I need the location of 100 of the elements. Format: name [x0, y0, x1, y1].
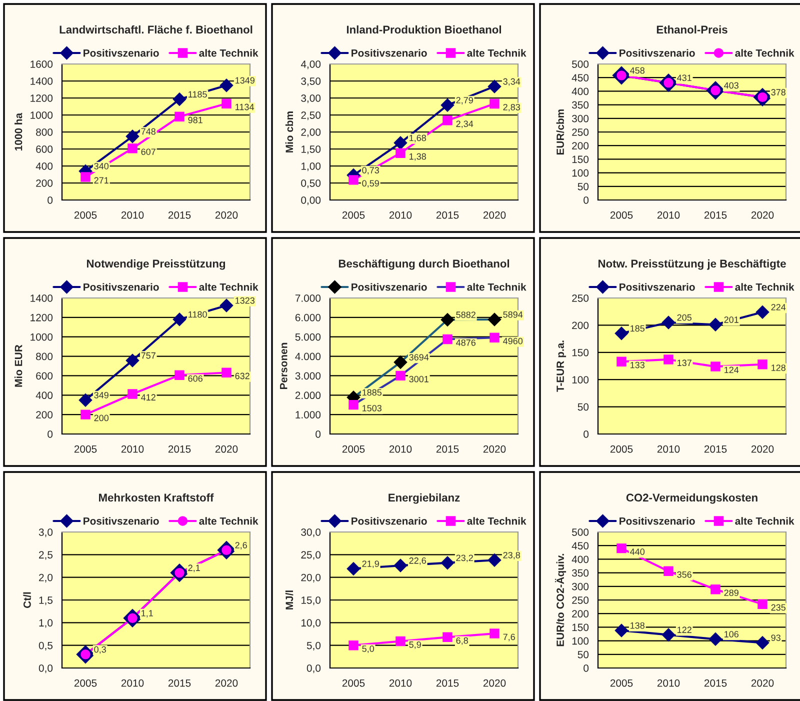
- y-tick-label: 0,0: [38, 664, 53, 674]
- y-tick-label: 1200: [30, 314, 53, 322]
- legend-label: Positivszenario: [84, 283, 159, 291]
- y-tick-label: 500: [572, 60, 589, 68]
- y-tick-label: 150: [572, 156, 589, 164]
- data-label: 1,1: [142, 610, 153, 618]
- data-label: 3001: [409, 376, 428, 382]
- y-tick-label: 100: [572, 376, 589, 384]
- y-tick-label: 1.000: [296, 411, 321, 418]
- x-tick-label: 2020: [215, 679, 238, 687]
- data-label: 0,73: [362, 167, 380, 175]
- data-label: 205: [677, 314, 692, 321]
- chart-title: Energiebilanz: [388, 493, 460, 504]
- data-label: 607: [141, 148, 156, 155]
- data-label: 289: [724, 590, 738, 596]
- x-tick-label: 2015: [704, 445, 727, 453]
- x-tick-label: 2010: [389, 679, 412, 687]
- data-label: 2,6: [235, 542, 247, 550]
- y-tick-label: 250: [572, 294, 589, 302]
- data-label: 5,9: [409, 641, 421, 649]
- y-tick-label: 1400: [30, 294, 53, 302]
- y-tick-label: 800: [36, 128, 53, 136]
- data-label: 0,59: [362, 180, 379, 188]
- chart-title: CO2-Vermeidungskosten: [626, 493, 758, 504]
- data-label: 185: [630, 325, 645, 332]
- x-tick-label: 2020: [483, 211, 506, 219]
- x-tick-label: 2005: [74, 211, 97, 219]
- legend-label: alte Technik: [467, 49, 526, 57]
- x-tick-label: 2015: [168, 679, 191, 687]
- x-tick-label: 2005: [610, 445, 633, 453]
- x-tick-label: 2005: [342, 445, 365, 453]
- data-label: 356: [677, 571, 692, 578]
- data-label: 1134: [236, 104, 254, 110]
- y-tick-label: 400: [36, 392, 53, 400]
- y-axis-title: Personen: [280, 342, 288, 390]
- chart-title: Landwirtschaftl. Fläche f. Bioethanol: [60, 25, 252, 34]
- y-tick-label: 2,00: [301, 128, 321, 138]
- x-tick-label: 2020: [751, 679, 774, 687]
- y-tick-label: 300: [572, 582, 589, 590]
- legend-label: alte Technik: [735, 49, 794, 57]
- data-label: 2,79: [456, 97, 473, 104]
- x-tick-label: 2010: [657, 211, 680, 219]
- chart-title: Notwendige Preisstützung: [86, 259, 226, 270]
- y-tick-label: 1000: [30, 333, 53, 341]
- y-axis-title: T-EUR p.a.: [556, 340, 566, 392]
- x-tick-label: 2005: [610, 679, 633, 687]
- data-label: 748: [141, 128, 156, 135]
- y-tick-label: 200: [36, 411, 53, 418]
- y-axis-title: Ct/l: [23, 592, 31, 608]
- data-label: 137: [678, 360, 692, 366]
- y-tick-label: 2.000: [295, 392, 321, 400]
- legend-label: Positivszenario: [352, 517, 427, 525]
- y-axis-title: EUR/to CO2-Äquiv.: [554, 554, 566, 646]
- data-label: 632: [235, 372, 250, 380]
- x-tick-label: 2020: [751, 445, 774, 453]
- y-tick-label: 3,50: [301, 78, 321, 86]
- data-label: 124: [724, 366, 739, 374]
- y-tick-label: 600: [36, 372, 53, 380]
- y-tick-label: 30,0: [301, 528, 321, 538]
- x-tick-label: 2010: [657, 679, 680, 687]
- y-tick-label: 50: [578, 182, 589, 190]
- y-tick-label: 20,0: [301, 574, 321, 582]
- data-label: 2,83: [503, 104, 520, 112]
- y-tick-label: 0,0: [306, 664, 321, 674]
- x-tick-label: 2015: [168, 211, 191, 219]
- x-tick-label: 2010: [389, 211, 412, 219]
- chart-title: Notw. Preisstützung je Beschäftigte: [598, 259, 786, 270]
- y-tick-label: 0: [584, 430, 589, 438]
- data-label: 224: [771, 304, 786, 310]
- x-tick-label: 2015: [704, 679, 727, 687]
- y-tick-label: 400: [36, 162, 53, 170]
- x-tick-label: 2015: [168, 445, 191, 453]
- x-tick-label: 2010: [657, 445, 680, 453]
- data-label: 458: [630, 67, 645, 74]
- y-tick-label: 200: [572, 610, 589, 618]
- y-axis-title: 1000 ha: [14, 112, 22, 150]
- y-tick-label: 0: [584, 664, 589, 672]
- data-label: 271: [94, 177, 108, 184]
- y-tick-label: 2,0: [39, 574, 53, 582]
- y-tick-label: 5.000: [295, 333, 321, 341]
- x-tick-label: 2020: [483, 679, 506, 687]
- data-label: 138: [630, 622, 645, 629]
- data-label: 1,38: [410, 153, 426, 161]
- data-label: 4960: [503, 338, 523, 344]
- data-label: 5,0: [362, 646, 374, 653]
- x-tick-label: 2010: [389, 445, 412, 453]
- data-label: 201: [724, 316, 738, 323]
- y-tick-label: 1,5: [39, 596, 53, 606]
- data-label: 606: [188, 375, 202, 382]
- y-tick-label: 200: [36, 180, 53, 187]
- legend-label: Positivszenario: [620, 283, 695, 291]
- data-label: 1349: [236, 77, 254, 84]
- y-tick-label: 300: [572, 114, 589, 122]
- data-label: 431: [677, 74, 692, 82]
- legend-label: Positivszenario: [620, 517, 695, 525]
- legend-label: alte Technik: [735, 283, 794, 291]
- y-tick-label: 50: [578, 403, 589, 411]
- y-tick-label: 3,00: [301, 94, 321, 104]
- chart-title: Ethanol-Preis: [656, 25, 728, 34]
- y-tick-label: 350: [572, 569, 589, 577]
